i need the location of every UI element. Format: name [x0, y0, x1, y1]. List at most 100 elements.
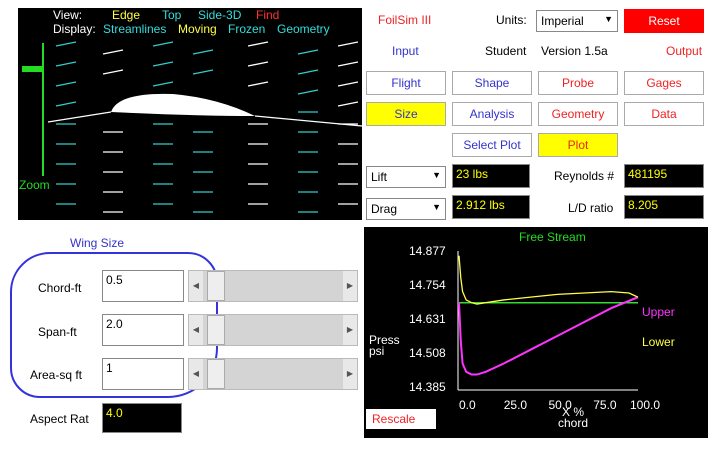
reset-button[interactable]: Reset [624, 9, 704, 33]
streamline-particle [297, 49, 319, 55]
aspect-ratio-value: 4.0 [102, 403, 182, 433]
analysis-button[interactable]: Analysis [452, 102, 532, 126]
streamline-particle [152, 81, 174, 87]
gages-button[interactable]: Gages [624, 71, 704, 95]
streamline-particle [247, 41, 269, 47]
reynolds-value: 481195 [624, 164, 704, 188]
airfoil-shape [111, 93, 255, 116]
y-tick-label: 14.508 [409, 346, 446, 360]
chart-title: Free Stream [519, 230, 586, 244]
ld-ratio-value: 8.205 [624, 195, 704, 219]
app-title: FoilSim III [378, 13, 432, 27]
streamline-particle [55, 81, 77, 87]
flight-button[interactable]: Flight [366, 71, 446, 95]
reynolds-label: Reynolds # [554, 169, 615, 183]
x-tick-label: 25.0 [504, 398, 528, 412]
streamline-particle [102, 69, 124, 75]
streamline-particle [297, 89, 319, 95]
streamline-particle [102, 49, 124, 55]
units-label: Units: [496, 13, 527, 27]
arrow-left-icon[interactable]: ◀ [189, 315, 203, 345]
plot-button[interactable]: Plot [538, 133, 618, 157]
streamline-particle [337, 41, 359, 47]
lift-select[interactable]: Lift ▼ [366, 166, 446, 188]
size-button[interactable]: Size [366, 102, 446, 126]
zoom-slider-handle [22, 66, 42, 72]
legend-upper: Upper [642, 305, 675, 319]
view-label: View: [53, 8, 83, 22]
input-label: Input [392, 44, 419, 58]
units-value: Imperial [541, 14, 584, 28]
display-streamlines[interactable]: Streamlines [103, 22, 167, 36]
y-tick-label: 14.631 [409, 312, 446, 326]
slider-thumb[interactable] [207, 315, 225, 345]
display-moving[interactable]: Moving [178, 22, 217, 36]
series-upper [458, 296, 639, 376]
streamline-particle [192, 69, 214, 75]
area-slider[interactable]: ◀ ▶ [188, 358, 358, 390]
y-tick-label: 14.877 [409, 244, 446, 258]
chevron-down-icon: ▼ [432, 170, 441, 180]
shape-button[interactable]: Shape [452, 71, 532, 95]
streamline-particle [247, 81, 269, 87]
span-input[interactable]: 2.0 [102, 314, 184, 346]
x-tick-label: 0.0 [459, 398, 476, 412]
y-tick-label: 14.754 [409, 278, 446, 292]
version-label: Version 1.5a [541, 44, 608, 58]
streamline-particle [297, 69, 319, 75]
display-geometry[interactable]: Geometry [277, 22, 330, 36]
x-tick-label: 100.0 [630, 398, 660, 412]
y-tick-label: 14.385 [409, 380, 446, 394]
drag-select[interactable]: Drag ▼ [366, 198, 446, 220]
span-slider[interactable]: ◀ ▶ [188, 314, 358, 346]
arrow-right-icon[interactable]: ▶ [343, 359, 357, 389]
probe-button[interactable]: Probe [538, 71, 618, 95]
x-tick-label: 75.0 [593, 398, 617, 412]
streamline-particle [55, 41, 77, 47]
chord-input[interactable]: 0.5 [102, 270, 184, 302]
streamline-particle [192, 49, 214, 55]
units-select[interactable]: Imperial ▼ [536, 10, 618, 32]
streamline-particle [337, 81, 359, 87]
pressure-chart: 14.877 14.754 14.631 14.508 14.385 0.0 25.0 50.… [364, 227, 708, 438]
streamline-particle [55, 61, 77, 67]
select-plot-button[interactable]: Select Plot [452, 133, 532, 157]
streamline-particle [152, 61, 174, 67]
span-label: Span-ft [38, 325, 77, 339]
data-button[interactable]: Data [624, 102, 704, 126]
chord-slider[interactable]: ◀ ▶ [188, 270, 358, 302]
arrow-right-icon[interactable]: ▶ [343, 271, 357, 301]
view-side-3d[interactable]: Side-3D [198, 8, 242, 22]
legend-lower: Lower [642, 335, 675, 349]
view-find[interactable]: Find [256, 8, 280, 22]
lift-select-value: Lift [371, 170, 388, 184]
slider-thumb[interactable] [207, 271, 225, 301]
x-tick-label: 50.0 [549, 398, 573, 412]
arrow-left-icon[interactable]: ◀ [189, 359, 203, 389]
streamlines-canvas [22, 41, 362, 213]
wing-size-title: Wing Size [70, 236, 125, 250]
chevron-down-icon: ▼ [432, 202, 441, 212]
arrow-right-icon[interactable]: ▶ [343, 315, 357, 345]
display-label: Display: [53, 22, 96, 36]
drag-select-value: Drag [371, 202, 398, 216]
arrow-left-icon[interactable]: ◀ [189, 271, 203, 301]
area-input[interactable]: 1 [102, 358, 184, 390]
rescale-button[interactable]: Rescale [366, 409, 436, 429]
student-label: Student [485, 44, 527, 58]
streamline-particle [337, 101, 359, 107]
chevron-down-icon: ▼ [604, 14, 613, 24]
lift-value: 23 lbs [452, 164, 530, 188]
chord-label: Chord-ft [38, 281, 82, 295]
view-edge[interactable]: Edge [112, 8, 141, 22]
drag-value: 2.912 lbs [452, 195, 530, 219]
airfoil-view[interactable]: View: Edge Top Side-3D Find Display: Str… [18, 8, 362, 220]
area-label: Area-sq ft [30, 368, 83, 382]
streamline-particle [247, 61, 269, 67]
view-top[interactable]: Top [162, 8, 182, 22]
slider-thumb[interactable] [207, 359, 225, 389]
output-label: Output [666, 44, 703, 58]
geometry-button[interactable]: Geometry [538, 102, 618, 126]
display-frozen[interactable]: Frozen [228, 22, 266, 36]
y-axis-label: Press psi [369, 333, 400, 358]
